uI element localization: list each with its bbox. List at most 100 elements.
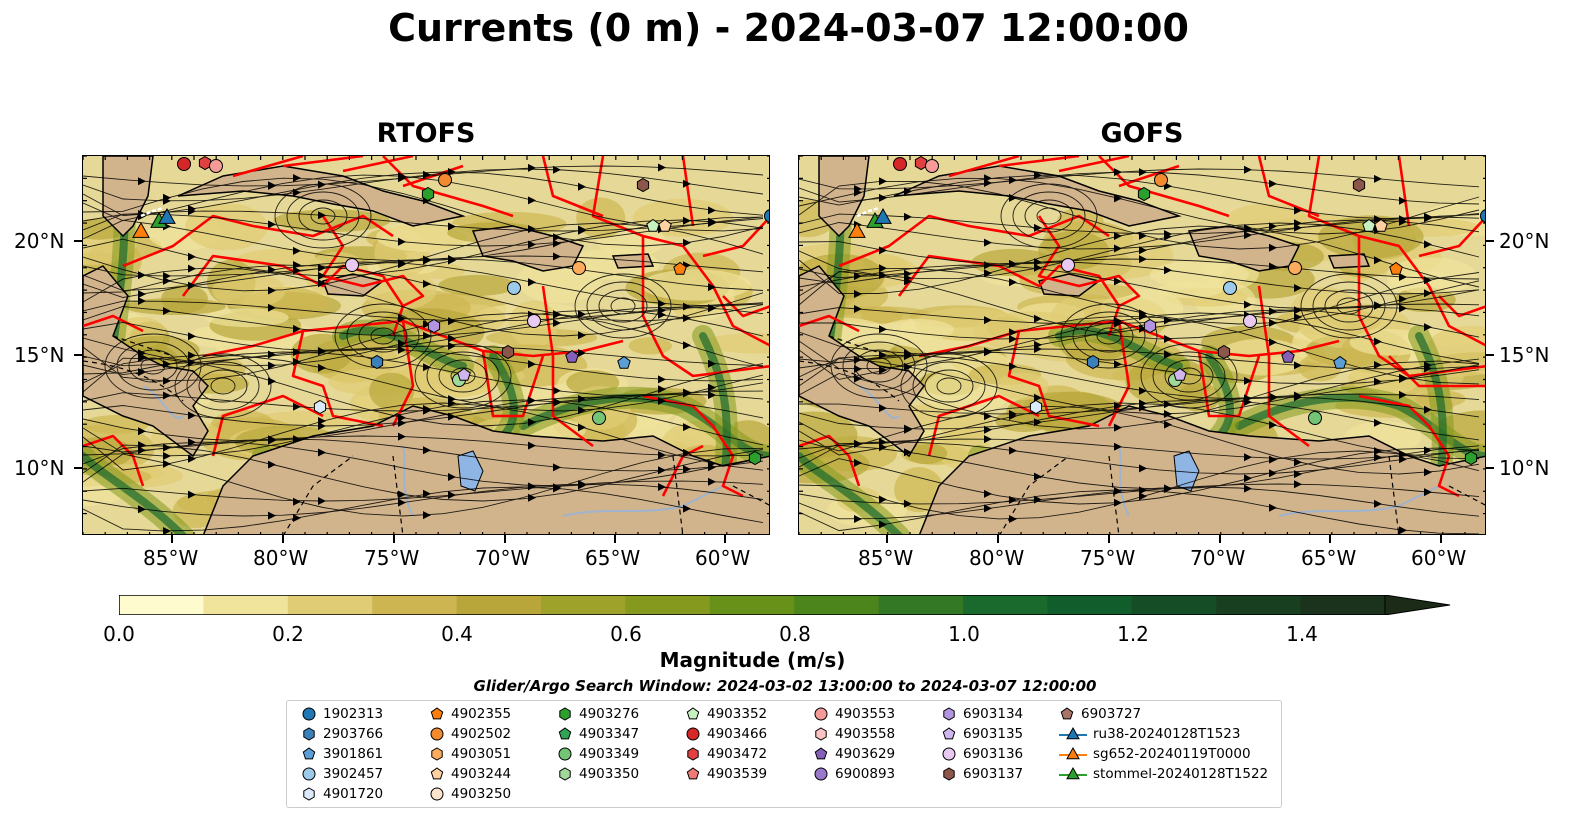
lon-major-tick [1329,535,1331,543]
glider-sg652-marker [132,221,150,238]
gofs-map[interactable] [798,155,1486,535]
legend-item: 4903539 [685,766,767,782]
legend-label: 3902457 [323,766,384,782]
float-marker [507,281,521,295]
lat-major-tick [74,240,82,242]
legend-shape [814,767,828,781]
legend-shape [430,767,444,780]
lat-major-tick [1486,354,1494,356]
legend-item: 6903727 [1059,706,1141,722]
lon-label-75w-right: 75°W [1080,546,1136,570]
legend-shape [559,767,571,781]
colorbar-bin [456,595,542,615]
legend-item: 4902502 [429,726,511,742]
colorbar-scale [118,594,1451,616]
float-marker [1281,349,1295,363]
lon-major-tick [997,535,999,543]
lon-label-80w-left: 80°W [253,546,309,570]
lat-label-20n-left: 20°N [14,229,65,253]
legend-item: 3901861 [301,746,383,762]
float-marker [1154,173,1168,187]
colorbar-bin [878,595,964,615]
lon-major-tick [393,535,395,543]
colorbar-bin [287,595,373,615]
legend-triangle [1066,726,1080,740]
legend-label: 4903347 [579,726,640,742]
rtofs-map-canvas [83,156,769,534]
legend-marker-icon [302,707,316,721]
float-marker [501,344,515,360]
float-marker [764,209,769,223]
float-marker [1480,209,1485,223]
colorbar-bin [203,595,289,615]
legend-label: 4903539 [707,766,768,782]
lat-label-15n-right: 15°N [1499,343,1550,367]
legend-shape [303,727,315,741]
lon-label-60w-left: 60°W [695,546,751,570]
legend-shape [815,727,827,741]
legend-item: 6903136 [941,746,1023,762]
legend-marker-icon [814,707,828,721]
legend-shape [558,727,572,740]
legend-label: 6900893 [835,766,896,782]
float-marker [1333,355,1347,369]
legend-item: 4903250 [429,786,511,802]
colorbar-bin [625,595,711,615]
float-marker [1243,314,1257,328]
lon-major-tick [1108,535,1110,543]
lon-major-tick [1440,535,1442,543]
legend-item: 4903349 [557,746,639,762]
float-marker [748,450,762,466]
colorbar-tick-4: 0.8 [779,622,811,646]
lon-label-65w-left: 65°W [585,546,641,570]
legend-shape [943,767,955,781]
legend-marker-icon [1059,746,1087,760]
lon-major-tick [1219,535,1221,543]
legend-shape [559,707,571,721]
float-marker [673,261,687,275]
legend-shape [942,727,956,740]
legend-marker-icon [302,767,316,781]
legend-label: 4903350 [579,766,640,782]
legend-label: 4902355 [451,706,512,722]
colorbar-label: Magnitude (m/s) [659,648,846,672]
figure-title: Currents (0 m) - 2024-03-07 12:00:00 [388,6,1189,50]
legend-item: 4903466 [685,726,767,742]
float-marker [1352,177,1366,193]
legend-label: 4903472 [707,746,768,762]
lon-major-tick [504,535,506,543]
colorbar-bin [119,595,204,615]
float-marker [313,399,327,415]
legend-item: 4903350 [557,766,639,782]
float-marker [1086,354,1100,370]
colorbar-bin [709,595,795,615]
float-marker [658,218,672,232]
float-marker [177,157,191,171]
search-window-text: Glider/Argo Search Window: 2024-03-02 13… [473,677,1097,695]
legend-marker-icon [303,787,315,801]
legend-label: 6903137 [963,766,1024,782]
float-marker [1389,261,1403,275]
colorbar-bin [541,595,626,615]
legend-label: stommel-20240128T1522 [1093,766,1269,782]
glider-ru38-marker [874,207,892,224]
glider-sg652-marker [848,221,866,238]
legend-shape [814,707,828,721]
float-marker [427,318,441,334]
rtofs-map[interactable] [82,155,770,535]
gofs-map-canvas [799,156,1485,534]
lat-label-15n-left: 15°N [14,343,65,367]
legend-shape [1060,707,1074,720]
colorbar-tick-7: 1.4 [1286,622,1318,646]
legend-item: ru38-20240128T1523 [1059,726,1240,742]
legend-label: 6903727 [1081,706,1142,722]
lon-label-85w-left: 85°W [143,546,199,570]
legend-label: 4902502 [451,726,512,742]
legend-label: 6903136 [963,746,1024,762]
lon-major-tick [724,535,726,543]
float-marker [438,173,452,187]
legend-label: 6903134 [963,706,1024,722]
lon-label-70w-right: 70°W [1190,546,1246,570]
float-marker [1061,258,1075,272]
lon-major-tick [886,535,888,543]
